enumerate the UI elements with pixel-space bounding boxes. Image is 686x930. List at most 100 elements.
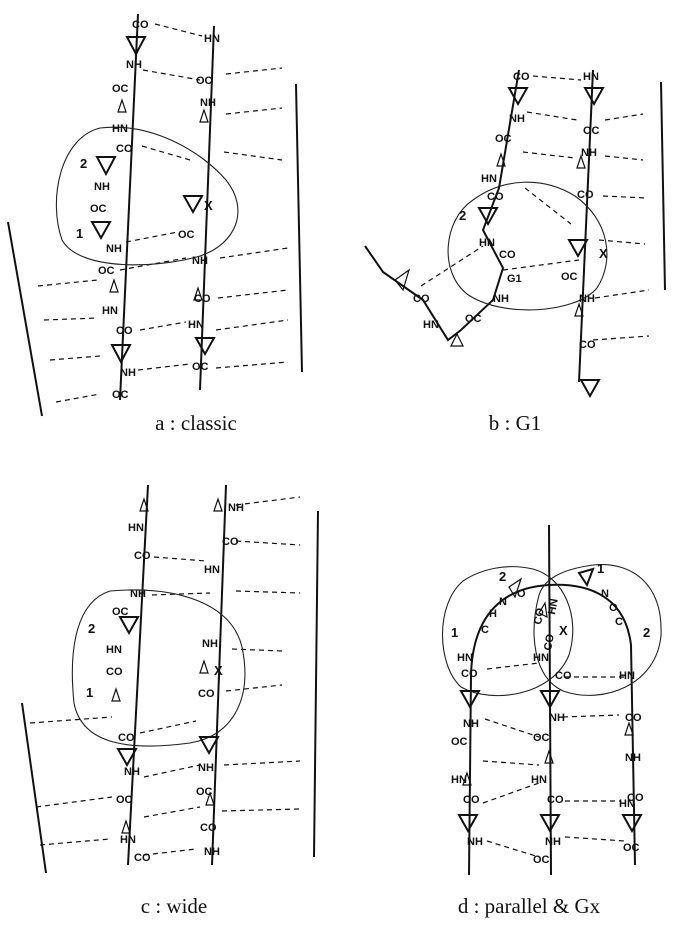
atom-label: CO — [499, 249, 516, 261]
hydrogen-bonds — [420, 75, 650, 341]
atom-label: HN — [106, 644, 122, 656]
backbone-right — [199, 25, 215, 391]
diagram-d: C H N O CO HN CO N O C HN CO NH OC HN CO… — [441, 524, 662, 918]
atom-label: HN — [112, 123, 128, 135]
atom-label: OC — [112, 389, 129, 401]
diagram-c: HN CO NH OC HN CO CO NH OC HN CO NH CO H… — [21, 484, 319, 918]
atom-label: HN — [583, 71, 599, 83]
atom-label: N — [499, 596, 507, 608]
atom-label: HN — [531, 774, 547, 786]
atom-label: CO — [461, 668, 478, 680]
atom-label: O — [609, 602, 618, 614]
atom-label: CO — [577, 189, 594, 201]
residue-number: 1 — [451, 625, 458, 640]
backbone-left — [119, 13, 139, 401]
loop-outline-left — [441, 566, 574, 697]
atom-label: NH — [228, 502, 244, 514]
atom-label: CO — [625, 712, 642, 724]
atom-label: OC — [192, 361, 209, 373]
residue-number: 1 — [597, 561, 604, 576]
strand2-labels: HN CO NH OC HN CO NH OC — [531, 652, 572, 866]
residue-number: 1 — [86, 685, 93, 700]
left-strand-labels: HN CO NH OC HN CO CO NH OC HN CO — [106, 522, 151, 864]
atom-label: CO — [200, 822, 217, 834]
atom-label: H — [489, 608, 497, 620]
atom-label: CO — [555, 670, 572, 682]
atom-label: HN — [546, 598, 561, 616]
x-marker: X — [599, 246, 608, 261]
strand1-labels: HN CO NH OC HN CO NH — [451, 652, 483, 848]
x-marker: X — [214, 663, 223, 678]
residue-triangles — [90, 36, 216, 365]
atom-label: OC — [533, 854, 550, 866]
atom-label: NH — [198, 762, 214, 774]
atom-label: OC — [533, 732, 550, 744]
atom-label: NH — [467, 836, 483, 848]
atom-label: NH — [106, 243, 122, 255]
atom-label: NH — [509, 113, 525, 125]
connecting-arch — [470, 583, 632, 676]
residue-number: 2 — [499, 569, 506, 584]
atom-label: CO — [627, 792, 644, 804]
atom-label: HN — [188, 319, 204, 331]
atom-label: CO — [579, 339, 596, 351]
atom-label: OC — [196, 786, 213, 798]
residue-triangles — [457, 567, 643, 834]
atom-label: NH — [581, 147, 597, 159]
atom-label: OC — [583, 125, 600, 137]
strand3-labels: HN CO NH CO HN OC — [619, 670, 644, 854]
arch-labels: C H N O CO HN CO N O C — [481, 588, 623, 652]
atom-label: CO — [532, 607, 547, 626]
atom-label: OC — [623, 842, 640, 854]
atom-label: N — [601, 588, 609, 600]
atom-label: OC — [112, 606, 129, 618]
panel-b: CO NH OC HN CO HN CO G1 NH OC CO HN HN O… — [343, 0, 686, 450]
atom-label: HN — [204, 33, 220, 45]
neighbor-strand-left — [7, 221, 43, 417]
neighbor-strand-right — [660, 81, 666, 291]
atom-label: NH — [204, 846, 220, 858]
loop-outline — [447, 181, 608, 311]
caption-a: a : classic — [155, 411, 237, 435]
residue-number: 2 — [643, 625, 650, 640]
residue-triangles — [394, 87, 605, 399]
atom-label: CO — [118, 732, 135, 744]
residue-number: 2 — [459, 208, 466, 223]
atom-label: HN — [128, 522, 144, 534]
residue-number: 2 — [88, 621, 95, 636]
atom-label: NH — [463, 718, 479, 730]
atom-label: NH — [493, 293, 509, 305]
atom-label: NH — [625, 752, 641, 764]
backbone-right — [578, 69, 594, 383]
panel-d: C H N O CO HN CO N O C HN CO NH OC HN CO… — [343, 465, 686, 930]
atom-label: OC — [90, 203, 107, 215]
atom-label: CO — [222, 536, 239, 548]
atom-label: OC — [451, 736, 468, 748]
atom-label: OC — [112, 83, 129, 95]
atom-label: OC — [178, 229, 195, 241]
neighbor-strand-right — [313, 510, 319, 858]
atom-label: OC — [116, 794, 133, 806]
caption-c: c : wide — [141, 894, 207, 918]
atom-label: CO — [547, 794, 564, 806]
atom-label: NH — [545, 836, 561, 848]
atom-label: NH — [94, 181, 110, 193]
atom-label: NH — [192, 255, 208, 267]
loop-outline — [55, 126, 239, 266]
atom-label: HN — [457, 652, 473, 664]
atom-label: G1 — [507, 273, 522, 285]
diagram-a: CO NH OC HN CO NH OC NH OC HN CO NH OC H… — [7, 13, 303, 435]
atom-label: CO — [132, 19, 149, 31]
atom-label: HN — [120, 834, 136, 846]
atom-label: HN — [102, 305, 118, 317]
atom-label: HN — [619, 670, 635, 682]
backbone-strand1 — [468, 674, 472, 876]
residue-number: 2 — [80, 156, 87, 171]
x-marker: X — [559, 623, 568, 638]
atom-label: CO — [116, 325, 133, 337]
atom-label: CO — [487, 191, 504, 203]
atom-label: O — [517, 588, 526, 600]
right-strand-labels: HN OC NH OC NH CO HN OC — [178, 33, 220, 373]
atom-label: OC — [465, 313, 482, 325]
atom-label: NH — [120, 367, 136, 379]
